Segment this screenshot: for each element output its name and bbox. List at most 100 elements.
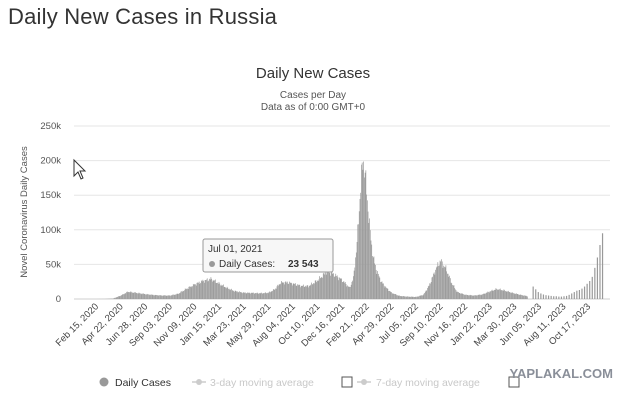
legend-marker-daily-cases — [99, 377, 109, 387]
bar — [388, 290, 389, 299]
bar — [162, 295, 164, 299]
bar — [353, 270, 355, 299]
bar — [225, 287, 226, 299]
bar — [328, 271, 329, 299]
bar — [427, 286, 429, 299]
bar — [423, 293, 425, 299]
bar — [196, 282, 198, 299]
bar — [116, 297, 118, 299]
legend-label-3-day: 3-day moving average — [210, 377, 314, 389]
bar — [509, 292, 511, 299]
bar — [317, 280, 318, 299]
bar — [356, 241, 358, 299]
bar — [292, 285, 293, 299]
bar — [156, 294, 157, 299]
bar — [267, 293, 269, 299]
bar — [217, 282, 218, 299]
bar — [410, 296, 411, 299]
bar — [458, 293, 460, 299]
bar — [126, 292, 127, 299]
bar — [514, 294, 516, 299]
bar — [335, 273, 337, 299]
bar — [147, 294, 149, 299]
bar — [480, 294, 481, 299]
bar — [446, 271, 447, 299]
bar — [518, 294, 520, 299]
bar — [277, 284, 279, 299]
bar — [503, 289, 505, 299]
tooltip-label: Daily Cases: — [219, 259, 275, 270]
bar — [341, 278, 342, 299]
bar — [380, 281, 382, 299]
bar — [326, 272, 328, 299]
bar — [472, 295, 474, 299]
bar — [387, 288, 389, 299]
bar — [283, 284, 285, 299]
bar — [323, 272, 325, 299]
bar — [506, 291, 508, 299]
bar — [304, 286, 306, 299]
bar — [121, 294, 123, 299]
bar — [460, 293, 461, 299]
chart-subtitle-1: Cases per Day — [280, 90, 346, 101]
bar — [231, 288, 232, 299]
bar — [250, 292, 252, 299]
bar — [226, 286, 228, 299]
y-tick-label: 200k — [40, 156, 61, 167]
bar — [255, 292, 257, 299]
bar — [129, 292, 130, 299]
bar — [259, 293, 260, 299]
bar — [474, 295, 476, 299]
bar — [478, 294, 480, 299]
bar — [416, 296, 417, 299]
bar — [150, 294, 152, 299]
y-tick-label: 250k — [40, 121, 61, 132]
legend-item-daily-cases[interactable]: Daily Cases — [99, 377, 172, 389]
bar — [159, 295, 161, 299]
bar — [244, 292, 246, 299]
bar — [486, 292, 488, 299]
legend-item-3-day[interactable]: 3-day moving average — [192, 377, 314, 389]
bar — [504, 290, 505, 299]
bar — [523, 295, 525, 299]
bar — [287, 283, 289, 299]
bar — [396, 295, 398, 299]
weekly-bar — [594, 267, 596, 299]
bar — [181, 291, 182, 299]
legend-item-7-day[interactable]: 7-day moving average — [357, 377, 480, 389]
bar — [299, 285, 301, 299]
bar — [305, 285, 306, 299]
bar — [245, 293, 247, 299]
bar — [380, 282, 381, 299]
bar — [465, 294, 467, 299]
bar — [471, 295, 472, 299]
y-tick-label: 50k — [46, 259, 62, 270]
bar — [511, 292, 513, 299]
legend-checkbox-3-day[interactable] — [341, 376, 353, 388]
bar — [438, 265, 439, 299]
weekly-bar — [596, 257, 599, 299]
bar — [322, 273, 324, 299]
bar — [391, 293, 393, 299]
bar — [447, 273, 448, 299]
bar — [324, 274, 326, 299]
bar — [251, 292, 253, 299]
bar — [290, 282, 292, 299]
bar — [466, 295, 468, 299]
bar — [339, 277, 340, 299]
bar — [447, 273, 449, 299]
bar — [220, 284, 222, 299]
bar — [314, 280, 316, 299]
bar — [256, 293, 257, 299]
bar — [270, 292, 271, 299]
legend-checkbox-7-day[interactable] — [508, 376, 520, 388]
bar — [231, 290, 233, 299]
weekly-bar — [586, 283, 588, 299]
legend-marker-7-day — [361, 379, 367, 385]
bar — [308, 287, 309, 299]
bar — [232, 290, 234, 299]
bar — [131, 292, 132, 299]
bar — [436, 266, 438, 299]
bar — [433, 273, 434, 299]
weekly-bar — [560, 296, 563, 299]
